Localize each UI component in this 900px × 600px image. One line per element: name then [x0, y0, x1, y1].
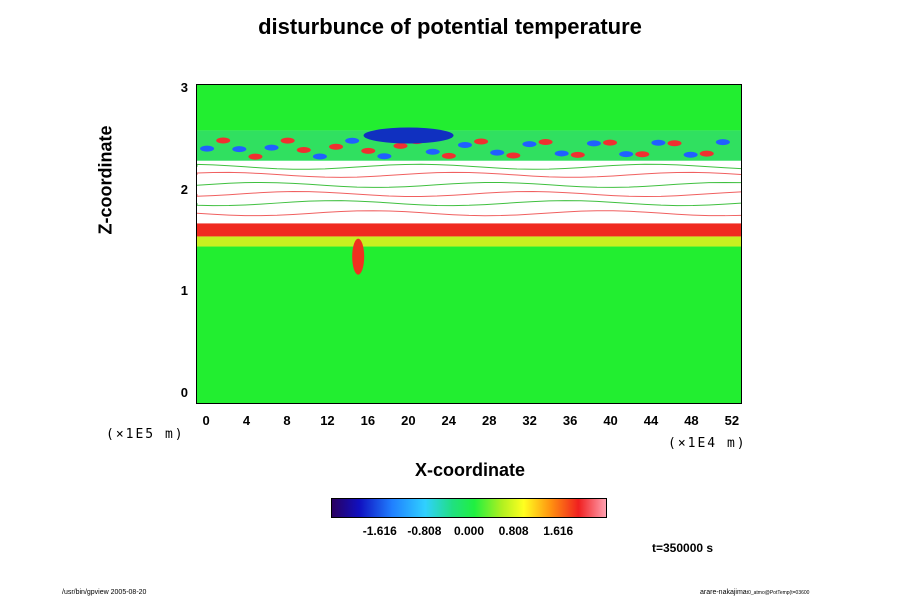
x-axis-unit: (×1E4 m): [668, 436, 747, 451]
wave-blob: [457, 141, 472, 148]
wave-blob: [699, 150, 714, 157]
wave-blob: [280, 137, 295, 144]
wave-blob: [715, 139, 730, 146]
x-axis-label: X-coordinate: [414, 460, 525, 480]
y-tick-label: 2: [180, 181, 188, 197]
wave-blob: [425, 148, 440, 155]
wave-blob: [619, 151, 634, 158]
field-band-lower: [197, 246, 741, 403]
wave-blob: [667, 140, 682, 147]
chart-title: disturbunce of potential temperature: [258, 14, 642, 39]
colorbar-tick-label: 1.616: [543, 524, 574, 538]
field-band-upper: [197, 85, 741, 131]
wave-blob: [538, 138, 553, 145]
x-tick-label: 44: [643, 413, 659, 428]
plot-area: [196, 84, 742, 404]
wave-blob: [474, 138, 489, 145]
wave-blob: [651, 139, 666, 146]
contour-line: [197, 171, 741, 178]
footer-right-sub: t0_atmo@PotTemp(t=03600: [746, 590, 810, 596]
wave-blob: [603, 139, 618, 146]
contour-line: [197, 200, 741, 207]
footer-right-main: arare-nakajima: [700, 589, 747, 596]
wave-blob: [506, 152, 521, 159]
colorbar: [331, 498, 607, 518]
x-tick-label: 48: [684, 413, 699, 428]
x-tick-label: 40: [603, 413, 618, 428]
x-tick-label: 24: [441, 413, 456, 428]
wave-blob: [393, 142, 408, 149]
wave-blob: [312, 153, 327, 160]
x-tick-label: 52: [724, 413, 740, 428]
contour-line: [197, 163, 741, 170]
y-tick-label: 0: [180, 384, 188, 400]
contour-line: [197, 191, 741, 198]
wave-blob: [329, 143, 344, 150]
heatmap-field: [197, 85, 741, 403]
wave-blob: [200, 145, 215, 152]
y-tick-label: 3: [180, 80, 188, 96]
x-tick-label: 16: [360, 413, 376, 428]
colorbar-tick-label: -1.616: [362, 524, 397, 538]
wave-blob: [216, 137, 231, 144]
wave-blob: [586, 140, 601, 147]
footer-left: /usr/bin/gpview 2005-08-20: [62, 589, 147, 596]
wave-blob: [683, 151, 698, 158]
colorbar-tick-label: -0.808: [407, 524, 442, 538]
wave-blob: [522, 141, 537, 148]
contour-line: [197, 210, 741, 217]
wave-blob: [377, 153, 392, 160]
wave-blob: [635, 151, 650, 158]
negative-anomaly: [363, 127, 454, 144]
time-label: t=350000 s: [652, 541, 714, 555]
colorbar-tick-label: 0.000: [453, 524, 485, 538]
thermal-plume: [352, 238, 365, 275]
wave-blob: [248, 153, 263, 160]
x-tick-label: 12: [320, 413, 335, 428]
wave-blob: [232, 146, 247, 153]
x-tick-label: 28: [481, 413, 497, 428]
wave-blob: [361, 147, 376, 154]
contour-line: [197, 181, 741, 188]
wave-blob: [296, 147, 311, 154]
x-tick-label: 32: [522, 413, 537, 428]
footer-right: arare-nakajimat0_atmo@PotTemp(t=03600: [700, 589, 809, 596]
y-axis-label: Z-coordinate: [95, 125, 116, 235]
x-tick-label: 8: [283, 413, 291, 428]
wave-blob: [554, 150, 569, 157]
wave-blob: [490, 149, 505, 156]
x-tick-label: 20: [401, 413, 416, 428]
wave-blob: [345, 137, 360, 144]
x-tick-label: 36: [562, 413, 578, 428]
colorbar-tick-label: 0.808: [498, 524, 529, 538]
wave-blob: [264, 144, 279, 151]
x-tick-label: 4: [242, 413, 251, 428]
wave-blob: [441, 152, 456, 159]
field-band-positive: [197, 223, 741, 237]
y-axis-unit: (×1E5 m): [106, 427, 185, 442]
wave-blob: [570, 151, 585, 158]
field-band-transition: [197, 236, 741, 247]
x-tick-label: 0: [202, 413, 210, 428]
y-tick-label: 1: [180, 283, 188, 299]
